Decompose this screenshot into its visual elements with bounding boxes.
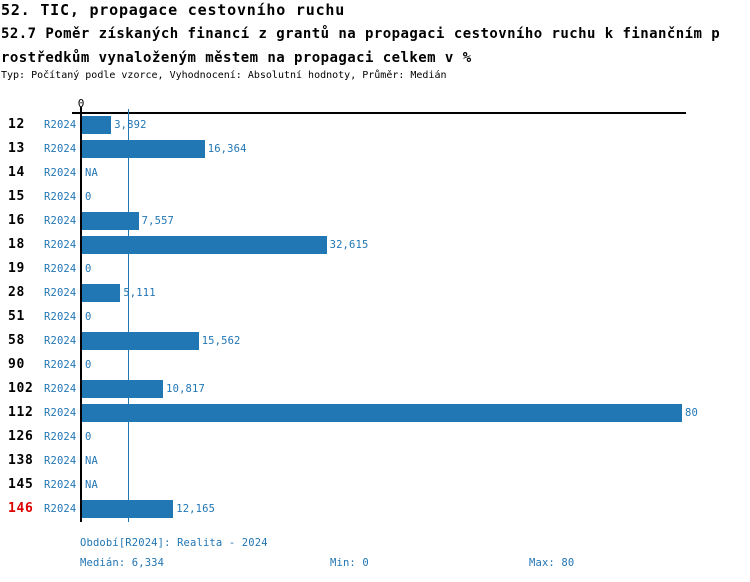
chart-row: 90 R2024 0: [0, 353, 750, 377]
chart-meta: Typ: Počítaný podle vzorce, Vyhodnocení:…: [1, 70, 447, 81]
chart-row: 112 R2024 80: [0, 401, 750, 425]
row-value-label: 80: [685, 406, 698, 419]
row-series-label: R2024: [44, 430, 77, 443]
footer-min: Min: 0: [330, 557, 369, 569]
row-id-label: 19: [8, 260, 26, 276]
footer-max: Max: 80: [529, 557, 575, 569]
row-id-label: 14: [8, 164, 26, 180]
chart-row: 19 R2024 0: [0, 257, 750, 281]
footer-median: Medián: 6,334: [80, 557, 165, 569]
row-value-label: 15,562: [201, 334, 241, 347]
row-id-label: 28: [8, 284, 26, 300]
row-value-label: 0: [85, 430, 92, 443]
row-value-label: 12,165: [176, 502, 216, 515]
row-bar: [82, 379, 164, 398]
row-value-label: NA: [85, 166, 98, 179]
row-value-label: 0: [85, 190, 92, 203]
chart-row: 16 R2024 7,557: [0, 209, 750, 233]
row-value-label: 7,557: [141, 214, 175, 227]
row-value-label: NA: [85, 454, 98, 467]
row-bar: [82, 331, 199, 350]
chart-row: 18 R2024 32,615: [0, 233, 750, 257]
row-series-label: R2024: [44, 478, 77, 491]
chart-row: 126 R2024 0: [0, 425, 750, 449]
row-value-label: 3,892: [114, 118, 147, 131]
row-bar: [82, 139, 205, 158]
row-id-label: 126: [8, 428, 34, 444]
row-bar: [82, 403, 682, 422]
row-series-label: R2024: [44, 382, 77, 395]
row-value-label: 0: [85, 358, 92, 371]
row-series-label: R2024: [44, 214, 77, 227]
row-id-label: 12: [8, 116, 26, 132]
chart-row: 51 R2024 0: [0, 305, 750, 329]
row-id-label: 145: [8, 476, 34, 492]
x-axis-zero-label: 0: [77, 97, 85, 110]
row-value-label: 0: [85, 310, 92, 323]
y-axis-line: [80, 107, 82, 522]
row-id-label: 51: [8, 308, 26, 324]
row-bar: [82, 211, 139, 230]
chart-row: 12 R2024 3,892: [0, 113, 750, 137]
row-id-label: 16: [8, 212, 26, 228]
chart-row: 13 R2024 16,364: [0, 137, 750, 161]
chart-row: 15 R2024 0: [0, 185, 750, 209]
row-series-label: R2024: [44, 238, 77, 251]
row-value-label: NA: [85, 478, 98, 491]
row-series-label: R2024: [44, 310, 77, 323]
row-bar: [82, 283, 121, 302]
row-id-label: 90: [8, 356, 26, 372]
chart-title: 52. TIC, propagace cestovního ruchu: [1, 1, 346, 19]
chart-row: 14 R2024 NA: [0, 161, 750, 185]
row-id-label: 102: [8, 380, 34, 396]
row-value-label: 16,364: [207, 142, 247, 155]
chart-row: 58 R2024 15,562: [0, 329, 750, 353]
row-bar: [82, 115, 112, 134]
row-series-label: R2024: [44, 118, 77, 131]
row-value-label: 5,111: [123, 286, 156, 299]
median-line: [128, 109, 129, 522]
chart-subtitle-line2: rostředkům vynaloženým městem na propaga…: [1, 50, 472, 66]
chart-subtitle-line1: 52.7 Poměr získaných financí z grantů na…: [1, 26, 721, 42]
row-series-label: R2024: [44, 142, 77, 155]
chart-row: 146 R2024 12,165: [0, 497, 750, 521]
row-series-label: R2024: [44, 262, 77, 275]
row-id-label: 138: [8, 452, 34, 468]
row-bar: [82, 235, 327, 254]
row-series-label: R2024: [44, 334, 77, 347]
row-id-label: 112: [8, 404, 34, 420]
row-id-label: 58: [8, 332, 26, 348]
row-id-label: 13: [8, 140, 26, 156]
row-series-label: R2024: [44, 190, 77, 203]
x-axis-line: [72, 112, 686, 114]
row-id-label: 15: [8, 188, 26, 204]
row-value-label: 32,615: [329, 238, 369, 251]
chart-row: 28 R2024 5,111: [0, 281, 750, 305]
chart-row: 138 R2024 NA: [0, 449, 750, 473]
chart-row: 102 R2024 10,817: [0, 377, 750, 401]
row-series-label: R2024: [44, 286, 77, 299]
row-series-label: R2024: [44, 406, 77, 419]
footer-period: Období[R2024]: Realita - 2024: [80, 537, 268, 549]
row-value-label: 0: [85, 262, 92, 275]
row-series-label: R2024: [44, 454, 77, 467]
row-series-label: R2024: [44, 358, 77, 371]
row-id-label: 146: [8, 500, 34, 516]
row-bar: [82, 499, 174, 518]
chart-row: 145 R2024 NA: [0, 473, 750, 497]
row-series-label: R2024: [44, 166, 77, 179]
row-value-label: 10,817: [166, 382, 205, 395]
row-id-label: 18: [8, 236, 26, 252]
row-series-label: R2024: [44, 502, 77, 515]
